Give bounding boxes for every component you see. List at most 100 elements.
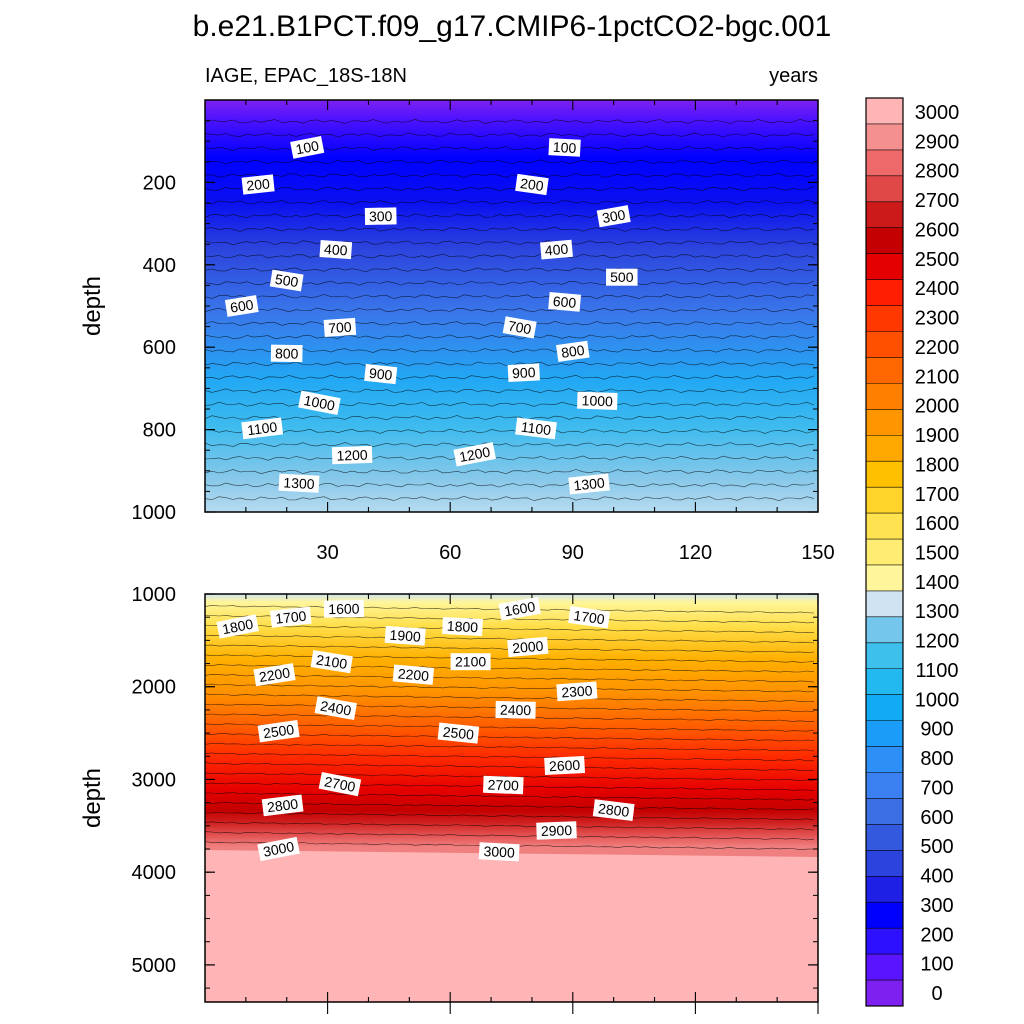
contour-label: 200 (515, 173, 549, 196)
contour-label: 800 (270, 344, 303, 363)
contour-label-text: 1700 (274, 608, 307, 627)
contour-line (205, 469, 815, 475)
contour-label-box (498, 596, 541, 621)
top-contour-labels: 100 100 200 200 300 300 400 400 500 500 600 600 700 7… (224, 136, 638, 495)
colorbar-swatch (866, 513, 903, 540)
contour-line (205, 674, 815, 683)
contour-line (205, 132, 815, 138)
colorbar-label: 2100 (915, 366, 960, 388)
contour-label-text: 300 (601, 206, 627, 226)
contour-line (205, 334, 815, 340)
contour-label-box (261, 794, 304, 817)
bottom-y-axis-label: depth (79, 768, 106, 828)
y-tick-label: 3000 (132, 769, 177, 791)
colorbar-label: 900 (920, 719, 953, 741)
colorbar-swatch (866, 720, 903, 748)
contour-label-text: 700 (507, 317, 533, 337)
x-tick-label: 150 (801, 542, 834, 564)
colorbar-label: 2300 (915, 308, 960, 330)
contour-line (205, 347, 815, 353)
contour-label-box (290, 136, 325, 159)
colorbar-swatch (866, 253, 903, 281)
colorbar-label: 2700 (915, 190, 960, 212)
contour-label-box (548, 292, 582, 312)
y-tick-label: 800 (143, 420, 176, 442)
contour-label: 900 (507, 363, 540, 383)
colorbar-label: 1100 (915, 660, 958, 682)
contour-label-text: 800 (275, 345, 299, 361)
colorbar-label: 700 (920, 777, 953, 799)
colorbar-label: 200 (920, 924, 953, 946)
contour-label-text: 1600 (328, 601, 360, 618)
contour-label-text: 1000 (303, 392, 337, 414)
x-tick-label: 120 (679, 542, 712, 564)
colorbar-label: 1700 (915, 484, 960, 506)
colorbar-swatch (866, 149, 903, 177)
bottom-ticks: 1000 2000 3000 4000 5000 (132, 584, 819, 1014)
contour-label-box (319, 240, 353, 260)
colorbar-label: 500 (920, 836, 953, 858)
contour-label-text: 2500 (442, 724, 475, 743)
contour-label-text: 100 (294, 137, 320, 157)
contour-label: 1600 (498, 596, 541, 621)
contour-label-text: 900 (368, 365, 393, 383)
contour-label: 500 (269, 269, 304, 292)
contour-label-box (224, 295, 259, 317)
colorbar-swatch (866, 539, 903, 566)
contour-label-box (216, 614, 259, 639)
contour-label: 1100 (241, 417, 284, 440)
contour-line (205, 723, 815, 732)
contour-label: 2800 (261, 794, 304, 817)
colorbar-swatch (866, 668, 903, 696)
y-tick-label: 200 (143, 172, 176, 194)
contour-label-text: 1800 (447, 618, 479, 636)
colorbar-label: 2200 (915, 337, 960, 359)
contour-label: 2800 (592, 799, 635, 821)
contour-label: 1200 (453, 442, 496, 467)
contour-label-box (269, 269, 304, 292)
colorbar-swatch (866, 876, 903, 903)
contour-label-box (453, 442, 496, 467)
contour-line (205, 442, 815, 448)
contour-label: 1200 (331, 445, 373, 465)
contour-label-box (298, 390, 341, 415)
contour-label-text: 2700 (487, 776, 519, 793)
contour-label-text: 300 (369, 208, 393, 224)
contour-line (205, 159, 815, 165)
contour-label-box (323, 599, 365, 618)
contour-label: 2500 (437, 722, 480, 744)
top-contour-lines (205, 118, 815, 502)
contour-label-box (450, 653, 491, 671)
contour-label: 1700 (270, 606, 312, 628)
contour-line (205, 213, 815, 219)
colorbar-label: 2800 (915, 161, 960, 183)
contour-label-box (507, 363, 540, 383)
colorbar-swatch (866, 175, 903, 203)
contour-label-box (556, 681, 598, 702)
contour-label: 300 (364, 207, 397, 225)
y-tick-label: 2000 (132, 677, 177, 699)
contour-label: 1300 (568, 473, 610, 495)
bottom-deep-fill (205, 850, 818, 1002)
colorbar-label: 2500 (915, 249, 960, 271)
contour-label-text: 2600 (549, 757, 581, 775)
contour-line (205, 624, 815, 634)
contour-line (205, 693, 815, 703)
contour-label-text: 2800 (597, 800, 630, 820)
y-tick-label: 600 (143, 337, 176, 359)
contour-label-box (364, 207, 397, 225)
contour-line (205, 415, 815, 421)
contour-label-text: 1100 (246, 419, 278, 439)
contour-label-box (270, 344, 303, 363)
contour-label: 500 (606, 268, 638, 286)
colorbar-label: 1900 (915, 425, 960, 447)
colorbar-swatch (866, 902, 903, 929)
contour-line (205, 455, 815, 461)
contour-label-box (331, 445, 373, 465)
colorbar-swatch (866, 461, 903, 488)
contour-label-text: 2100 (455, 654, 486, 670)
contour-line (205, 118, 815, 124)
contour-label: 400 (319, 240, 353, 260)
colorbar-label: 2900 (915, 131, 960, 153)
